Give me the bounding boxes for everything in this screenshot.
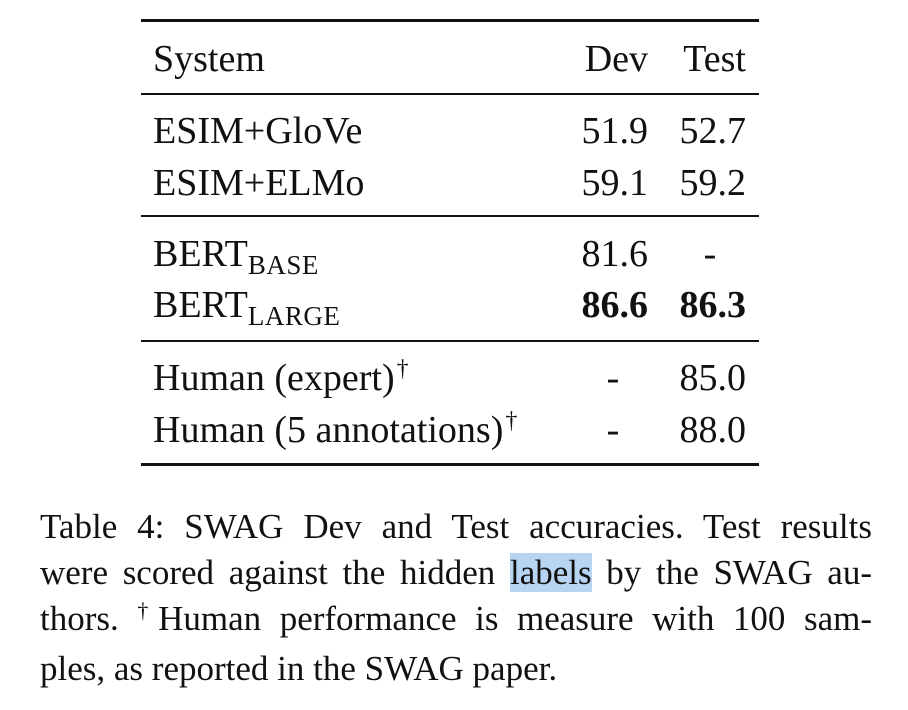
- header-dev: Dev: [584, 38, 648, 80]
- table-group-rule: [141, 340, 759, 342]
- row-dev: 81.6: [581, 233, 649, 275]
- row-test-best: 86.3: [679, 284, 747, 326]
- system-label: Human (expert): [153, 357, 395, 399]
- system-main: BERT: [153, 233, 248, 275]
- header-system: System: [153, 38, 265, 80]
- dagger-mark: †: [396, 356, 409, 382]
- caption-line: thors. †Human performance is measure wit…: [40, 596, 872, 646]
- caption-line: Table 4: SWAG Dev and Test accuracies. T…: [40, 507, 872, 546]
- row-system: ESIM+GloVe: [153, 110, 363, 152]
- row-system: Human (expert)†: [153, 356, 409, 405]
- selected-text-highlight[interactable]: labels: [509, 553, 592, 592]
- dagger-mark: †: [505, 408, 518, 434]
- header-test: Test: [683, 38, 746, 80]
- caption-text: were scored against the hidden: [40, 553, 510, 592]
- caption-text: thors.: [40, 599, 138, 638]
- caption-line: were scored against the hidden labels by…: [40, 550, 872, 596]
- row-system: Human (5 annotations)†: [153, 408, 517, 457]
- row-dev-best: 86.6: [581, 284, 649, 326]
- row-system: ESIM+ELMo: [153, 162, 365, 204]
- row-dev: -: [606, 409, 620, 451]
- dagger-mark: †: [137, 598, 159, 623]
- table-bottom-rule: [141, 463, 759, 466]
- table-caption: Table 4: SWAG Dev and Test accuracies. T…: [40, 504, 872, 692]
- table-header-rule: [141, 93, 759, 95]
- system-subscript: LARGE: [247, 301, 341, 331]
- system-subscript: BASE: [247, 250, 319, 280]
- caption-text: by the SWAG au-: [591, 553, 872, 592]
- row-dev: 59.1: [581, 162, 649, 204]
- table-group-rule: [141, 215, 759, 217]
- system-main: BERT: [153, 284, 248, 326]
- row-system: BERTLARGE: [153, 283, 341, 331]
- row-test: 88.0: [679, 409, 747, 451]
- system-label: Human (5 annotations): [153, 409, 504, 451]
- row-test: -: [703, 233, 717, 275]
- caption-text: Human performance is measure with 100 sa…: [158, 599, 873, 638]
- table-top-rule: [141, 19, 759, 22]
- row-system: BERTBASE: [153, 232, 319, 280]
- row-test: 59.2: [679, 162, 747, 204]
- row-test: 85.0: [679, 357, 747, 399]
- row-dev: 51.9: [581, 110, 649, 152]
- row-dev: -: [606, 357, 620, 399]
- row-test: 52.7: [679, 110, 747, 152]
- caption-line: ples, as reported in the SWAG paper.: [40, 649, 558, 688]
